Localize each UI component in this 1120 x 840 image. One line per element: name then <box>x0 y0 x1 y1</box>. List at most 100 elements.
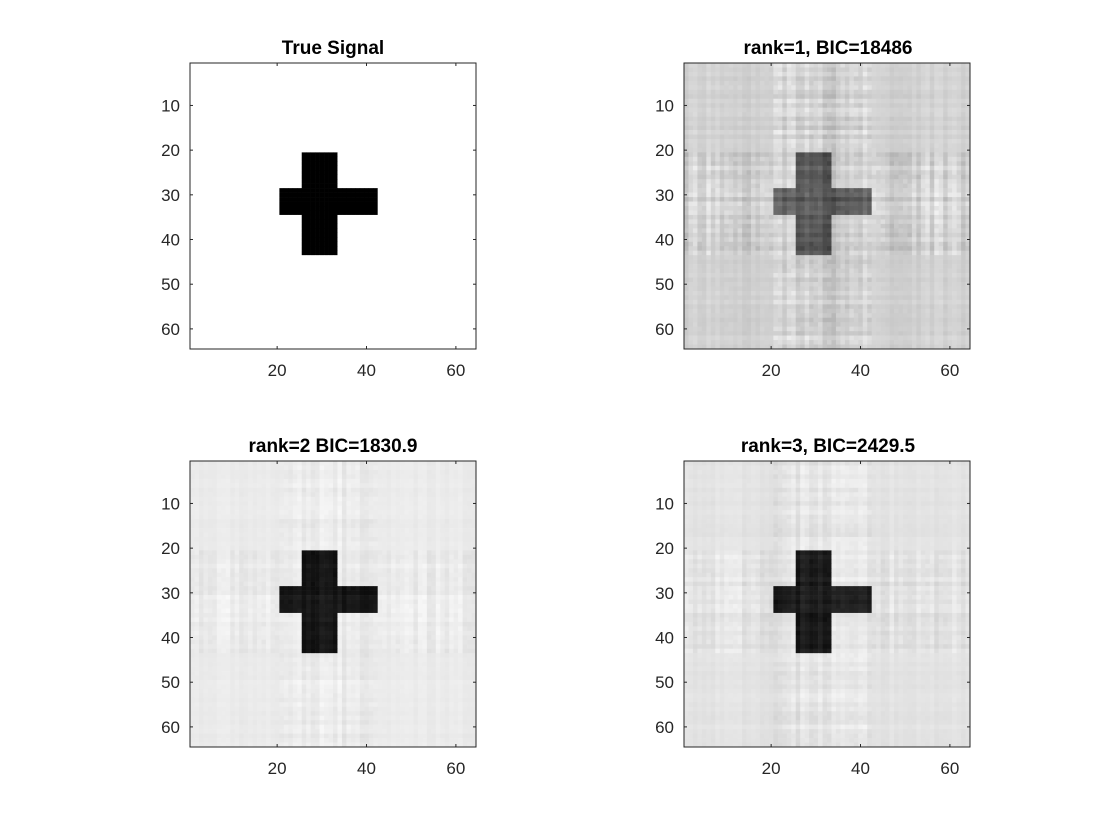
heatmap-cell <box>333 107 338 113</box>
heatmap-cell <box>786 116 792 122</box>
heatmap-cell <box>239 210 244 216</box>
heatmap-cell <box>444 241 450 247</box>
heatmap-cell <box>368 94 374 100</box>
heatmap-cell <box>212 340 218 345</box>
heatmap-cell <box>301 71 307 77</box>
heatmap-cell <box>902 98 908 104</box>
heatmap-cell <box>306 201 311 207</box>
heatmap-cell <box>355 76 361 82</box>
heatmap-cell <box>350 116 356 122</box>
heatmap-cell <box>755 103 761 108</box>
heatmap-cell <box>319 192 325 198</box>
heatmap-cell <box>462 152 468 158</box>
heatmap-cell <box>328 223 334 229</box>
heatmap-cell <box>813 85 819 91</box>
heatmap-cell <box>225 206 231 211</box>
heatmap-cell <box>408 246 414 251</box>
heatmap-cell <box>386 174 392 180</box>
heatmap-cell <box>265 290 271 296</box>
heatmap-cell <box>408 255 414 260</box>
heatmap-cell <box>346 228 352 234</box>
heatmap-cell <box>270 250 276 256</box>
heatmap-cell <box>822 85 828 91</box>
heatmap-cell <box>440 290 446 296</box>
heatmap-cell <box>248 277 253 283</box>
heatmap-cell <box>462 107 468 113</box>
heatmap-cell <box>279 317 285 323</box>
heatmap-cell <box>377 228 383 234</box>
heatmap-cell <box>449 183 454 189</box>
heatmap-cell <box>426 201 432 207</box>
heatmap-cell <box>265 304 271 310</box>
heatmap-cell <box>440 174 446 180</box>
heatmap-cell <box>248 67 253 73</box>
heatmap-cell <box>239 183 244 189</box>
heatmap-cell <box>333 210 338 216</box>
heatmap-cell <box>301 170 307 176</box>
heatmap-cell <box>898 80 904 86</box>
heatmap-cell <box>849 103 855 108</box>
heatmap-cell <box>337 179 343 184</box>
heatmap-cell <box>324 116 329 122</box>
heatmap-cell <box>297 80 303 86</box>
heatmap-cell <box>328 232 334 238</box>
heatmap-cell <box>440 67 446 73</box>
heatmap-cell <box>252 134 258 140</box>
heatmap-cell <box>292 259 298 265</box>
heatmap-cell <box>239 130 244 135</box>
heatmap-cell <box>355 183 361 189</box>
heatmap-cell <box>458 232 463 238</box>
heatmap-cell <box>377 250 383 256</box>
heatmap-cell <box>871 103 877 108</box>
heatmap-cell <box>440 192 446 198</box>
heatmap-cell <box>190 71 195 77</box>
heatmap-cell <box>279 98 285 104</box>
heatmap-cell <box>391 277 396 283</box>
heatmap-cell <box>198 76 204 82</box>
heatmap-cell <box>212 138 218 144</box>
heatmap-cell <box>225 156 231 162</box>
heatmap-cell <box>471 121 477 126</box>
heatmap-cell <box>822 89 828 95</box>
heatmap-cell <box>458 94 463 100</box>
heatmap-cell <box>239 241 244 247</box>
heatmap-cell <box>346 344 352 350</box>
heatmap-cell <box>467 165 472 171</box>
heatmap-cell <box>364 170 370 176</box>
heatmap-cell <box>279 255 285 260</box>
heatmap-cell <box>265 192 271 198</box>
heatmap-cell <box>257 156 262 162</box>
heatmap-cell <box>733 71 738 77</box>
heatmap-cell <box>270 281 276 287</box>
heatmap-cell <box>751 94 756 100</box>
heatmap-cell <box>853 76 859 82</box>
heatmap-cell <box>444 156 450 162</box>
heatmap-cell <box>413 214 419 220</box>
heatmap-cell <box>315 255 320 260</box>
heatmap-cell <box>221 130 227 135</box>
heatmap-cell <box>751 76 756 82</box>
heatmap-cell <box>341 170 347 176</box>
heatmap-cell <box>288 206 294 211</box>
heatmap-cell <box>391 331 396 336</box>
heatmap-cell <box>207 165 213 171</box>
heatmap-cell <box>234 130 240 135</box>
heatmap-cell <box>283 246 289 251</box>
heatmap-cell <box>853 80 859 86</box>
heatmap-cell <box>212 85 218 91</box>
heatmap-cell <box>248 214 253 220</box>
heatmap-cell <box>956 89 962 95</box>
heatmap-cell <box>471 130 477 135</box>
heatmap-cell <box>301 130 307 135</box>
heatmap-cell <box>306 143 311 149</box>
heatmap-cell <box>310 147 316 153</box>
heatmap-cell <box>453 125 459 131</box>
heatmap-cell <box>194 121 200 126</box>
heatmap-cell <box>315 281 320 287</box>
heatmap-cell <box>230 331 235 336</box>
heatmap-cell <box>440 165 446 171</box>
heatmap-cell <box>719 94 725 100</box>
heatmap-cell <box>279 63 285 68</box>
heatmap-cell <box>467 201 472 207</box>
heatmap-cell <box>319 143 325 149</box>
